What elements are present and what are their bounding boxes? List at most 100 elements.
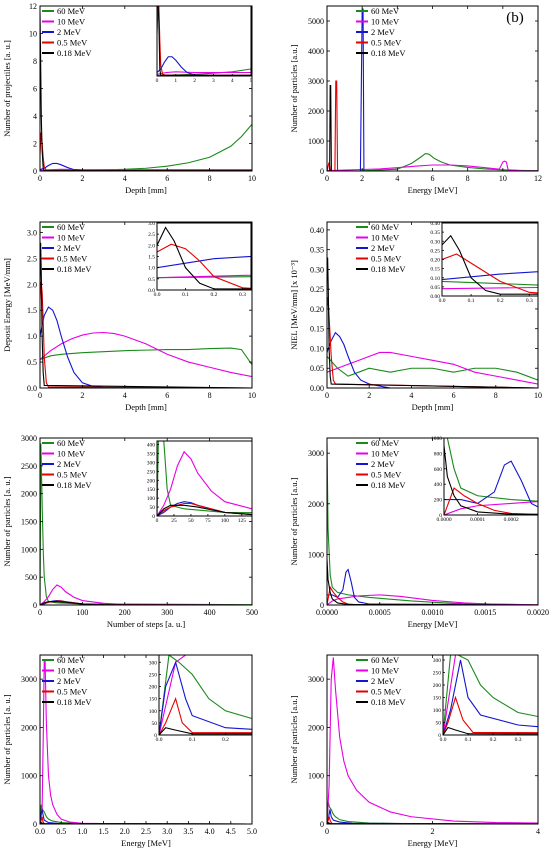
panel-g-inset: 0.0 0.1 0.2 0 50 100 150 200 250 300 <box>149 654 253 743</box>
panel-c-series-60-mev-line <box>40 347 252 365</box>
panel-h-series-10-mev-line <box>327 657 538 824</box>
panel-e-inset-y-tick-label: 300 <box>147 460 156 466</box>
panel-h-series-60-mev-line <box>327 802 538 824</box>
panel-a-legend-entry: 0.5 MeV <box>57 38 88 48</box>
panel-a-inset-x-tick-label: 5 <box>250 78 253 84</box>
panel-b-x-tick-label: 12 <box>534 174 542 183</box>
panel-g-y-tick-label: 0 <box>33 820 37 829</box>
panel-f-inset-x-tick-label: 0.0002 <box>504 517 519 523</box>
panel-f-x-tick-label: 0.0015 <box>474 608 496 617</box>
panel-d-inset-y-tick-label: 0.10 <box>430 276 440 282</box>
panel-b-legend-entry: 10 MeV <box>371 17 400 27</box>
panel-f-inset-y-tick-label: 800 <box>434 451 443 457</box>
panel-e-series-0-18-mev-line <box>40 601 252 605</box>
panel-f-series-2-mev-line <box>327 568 538 605</box>
panel-e-inset-y-tick-label: 50 <box>150 505 156 511</box>
panel-d-y-tick-label: 0.10 <box>310 344 324 353</box>
panel-d-legend-entry: 60 MeV <box>371 222 400 232</box>
panel-f-legend-entry: 10 MeV <box>371 449 400 459</box>
panel-b-y-tick-label: 3000 <box>308 77 324 86</box>
panel-h-inset-x-tick-label: 0.1 <box>465 737 472 743</box>
panel-b-legend-entry: 60 MeV <box>371 6 400 16</box>
panel-h-y-tick-label: 3000 <box>308 675 324 684</box>
panel-a-inset: 0 1 2 3 4 5 <box>156 5 253 84</box>
panel-e: 0 100 200 300 400 500050010001500200025003000… <box>2 434 258 629</box>
panel-e-x-tick-label: 300 <box>161 608 173 617</box>
panel-a-x-tick-label: 4 <box>123 174 127 183</box>
panel-e-x-axis-title: Number of steps [a. u.] <box>107 619 186 629</box>
panel-f-x-tick-label: 0.0020 <box>527 608 549 617</box>
panel-e-inset-y-tick-label: 200 <box>147 478 156 484</box>
panel-a-x-tick-label: 0 <box>38 174 42 183</box>
panel-g-x-tick-label: 3.5 <box>183 827 193 836</box>
panel-c-x-axis-title: Depth [mm] <box>125 402 167 412</box>
panel-a-inset-x-tick-label: 0 <box>156 78 159 84</box>
panel-e-legend-entry: 0.18 MeV <box>57 480 92 490</box>
panel-e-x-tick-label: 400 <box>204 608 216 617</box>
panel-e-inset-x-tick-label: 50 <box>188 518 194 524</box>
panel-h-inset-series-2-mev-line <box>443 659 538 735</box>
panel-e-inset-frame <box>156 440 253 517</box>
panel-c-series-0-5-mev-line <box>40 281 252 388</box>
panel-f-y-axis-title: Number of particles [a.u.] <box>289 477 299 565</box>
panel-a-inset-background <box>157 6 251 76</box>
panel-h-x-tick-label: 0 <box>325 827 329 836</box>
panel-c-inset-y-tick-label: 2.0 <box>148 243 155 249</box>
panel-d-inset-y-tick-label: 0.40 <box>430 221 440 227</box>
panel-b-x-tick-label: 8 <box>466 174 470 183</box>
panel-b-y-tick-label: 4000 <box>308 47 324 56</box>
panel-c-x-tick-label: 6 <box>165 391 169 400</box>
panel-f-x-tick-label: 0.0005 <box>369 608 391 617</box>
panel-d-legend-entry: 0.5 MeV <box>371 254 402 264</box>
panel-c-inset-y-tick-label: 1.5 <box>148 255 155 261</box>
panel-f-x-axis-title: Energy [MeV] <box>408 619 458 629</box>
panel-f-legend-entry: 2 MeV <box>371 459 396 469</box>
panel-e-y-tick-label: 2500 <box>21 462 37 471</box>
panel-c-inset-x-tick-label: 0.1 <box>182 292 189 298</box>
panel-h-y-tick-label: 1000 <box>308 772 324 781</box>
panel-h-inset-series-0-5-mev-line <box>443 695 538 735</box>
panel-g: 0.0 0.5 1.0 1.5 2.0 2.5 3.0 3.5 4.0 4.5 5.00100020… <box>2 654 257 848</box>
panel-d-y-tick-label: 0.30 <box>310 265 324 274</box>
panel-e-inset-y-tick-label: 400 <box>147 443 156 449</box>
panel-e-x-tick-label: 200 <box>119 608 131 617</box>
panel-e-y-tick-label: 1500 <box>21 518 37 527</box>
panel-c-inset-y-tick-label: 1.0 <box>148 266 155 272</box>
panel-d-y-tick-label: 0.40 <box>310 226 324 235</box>
panel-e-legend-entry: 0.5 MeV <box>57 470 88 480</box>
panel-d-inset-x-tick-label: 0.0 <box>439 298 446 304</box>
panel-b-x-tick-label: 4 <box>395 174 399 183</box>
panel-c-inset-series-0-5-mev-line <box>157 243 251 289</box>
panel-g-y-tick-label: 2000 <box>21 723 37 732</box>
panel-f-inset-frame <box>443 437 539 516</box>
panel-c-y-tick-label: 1.0 <box>27 332 37 341</box>
panel-a-series-60-mev-line <box>40 123 252 171</box>
panel-a-x-tick-label: 2 <box>80 174 84 183</box>
panel-d-x-tick-label: 2 <box>367 391 371 400</box>
panel-d-plot-frame <box>326 221 539 389</box>
panel-d-inset-y-tick-label: 0.20 <box>430 258 440 264</box>
panel-b-legend-entry: 0.18 MeV <box>371 48 406 58</box>
panel-d-series-10-mev-line <box>327 351 538 385</box>
panel-a-y-axis-title: Number of projectiles [a. u.] <box>2 40 12 137</box>
panel-c-inset-y-tick-label: 0.5 <box>148 277 155 283</box>
panel-a-y-tick-label: 10 <box>29 30 37 39</box>
panel-g-legend-entry: 60 MeV <box>57 655 86 665</box>
panel-e-inset-series-60-mev-line <box>157 441 252 516</box>
panel-e-y-tick-label: 500 <box>25 573 37 582</box>
panel-e-inset-x-tick-label: 0 <box>156 518 159 524</box>
panel-f-legend-entry: 0.5 MeV <box>371 470 402 480</box>
panel-e-inset-y-tick-label: 100 <box>147 496 156 502</box>
panel-d-series-60-mev-line <box>327 356 538 381</box>
panel-d-inset-y-tick-label: 0.05 <box>430 285 440 291</box>
panel-h-legend-entry: 10 MeV <box>371 666 400 676</box>
panel-h-inset-x-tick-label: 0.3 <box>515 737 522 743</box>
panel-d-inset-y-tick-label: 0.35 <box>430 230 440 236</box>
panel-c-inset: 0.0 0.1 0.2 0.3 0.0 0.5 1.0 1.5 2.0 2.5 3.0 <box>148 221 252 298</box>
panel-e-legend-entry: 2 MeV <box>57 459 82 469</box>
panel-e-x-tick-label: 100 <box>76 608 88 617</box>
